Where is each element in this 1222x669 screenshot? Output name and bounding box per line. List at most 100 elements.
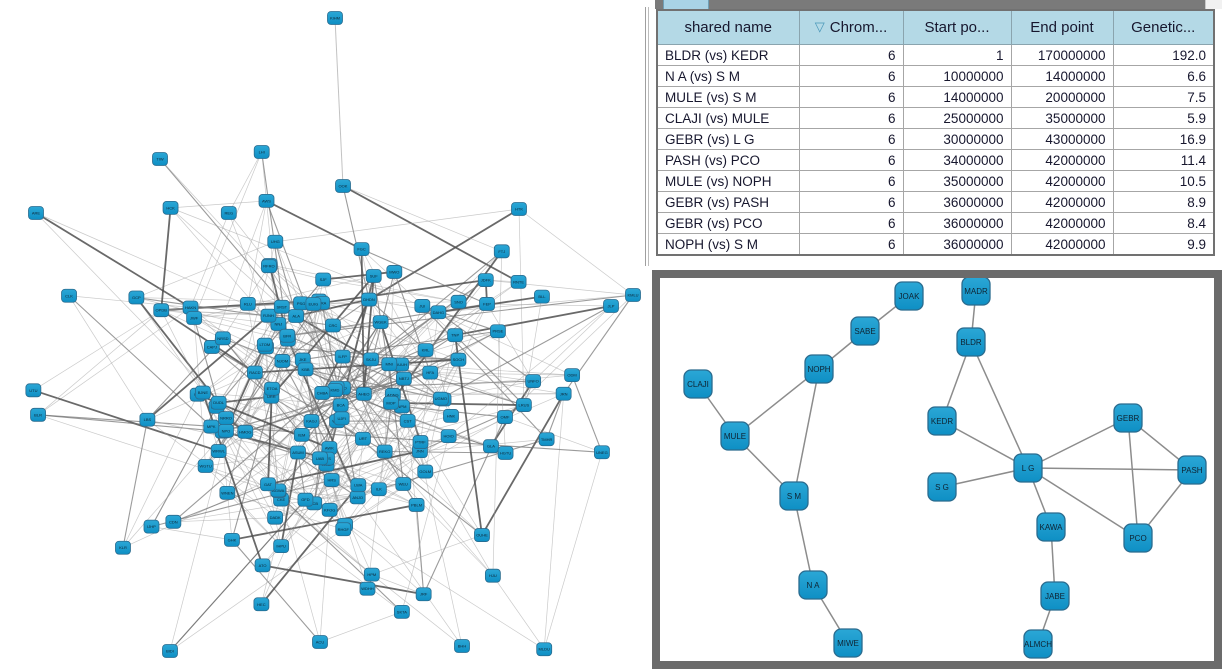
table-row[interactable]: GEBR (vs) L G 6 30000000 43000000 16.9: [656, 128, 1215, 150]
table-cell[interactable]: 42000000: [1010, 212, 1114, 234]
table-cell[interactable]: GEBR (vs) PASH: [656, 191, 800, 213]
graph-edge[interactable]: [218, 450, 373, 575]
graph-node[interactable]: DUDL: [210, 395, 227, 410]
graph-node[interactable]: BLL: [534, 289, 550, 304]
graph-edge[interactable]: [136, 297, 204, 393]
table-row[interactable]: N A (vs) S M 6 10000000 14000000 6.6: [656, 65, 1215, 87]
graph-edge[interactable]: [321, 279, 486, 304]
graph-edge[interactable]: [321, 325, 334, 393]
table-cell[interactable]: 6: [798, 212, 904, 234]
graph-edge[interactable]: [202, 392, 364, 440]
graph-node[interactable]: KFOG: [321, 502, 338, 517]
graph-node[interactable]: CST: [399, 413, 416, 428]
graph-node[interactable]: REKO: [376, 444, 393, 459]
graph-node[interactable]: HNK: [443, 408, 459, 423]
table-cell[interactable]: 6: [798, 170, 904, 192]
graph-node[interactable]: IHPU: [273, 539, 290, 554]
graph-edge[interactable]: [518, 208, 634, 296]
table-row[interactable]: MULE (vs) NOPH 6 35000000 42000000 10.5: [656, 170, 1215, 192]
graph-node[interactable]: LRUS: [515, 398, 532, 412]
table-row[interactable]: GEBR (vs) PCO 6 36000000 42000000 8.4: [656, 212, 1215, 234]
graph-node[interactable]: REG: [220, 206, 237, 220]
table-cell[interactable]: 42000000: [1010, 149, 1114, 171]
graph-edge[interactable]: [321, 302, 456, 336]
table-cell[interactable]: 6.6: [1112, 65, 1215, 87]
table-cell[interactable]: 11.4: [1112, 149, 1215, 171]
graph-edge[interactable]: [38, 414, 223, 433]
graph-node[interactable]: WNEN: [219, 486, 236, 500]
graph-edge[interactable]: [173, 483, 269, 523]
graph-node[interactable]: CHBA: [314, 386, 331, 400]
graph-edge[interactable]: [136, 241, 276, 298]
graph-node[interactable]: JWF: [186, 311, 203, 325]
subnetwork-edge[interactable]: [1027, 417, 1129, 469]
graph-edge[interactable]: [68, 295, 148, 420]
graph-node[interactable]: GOLM: [417, 464, 434, 479]
graph-node[interactable]: NRSD: [214, 331, 231, 346]
graph-edge[interactable]: [357, 359, 372, 486]
graph-node[interactable]: ARE: [28, 206, 44, 220]
graph-node[interactable]: KBB: [297, 362, 314, 377]
graph-node[interactable]: HTK: [511, 202, 527, 216]
graph-node[interactable]: AWS: [258, 194, 275, 208]
graph-edge[interactable]: [231, 539, 321, 643]
graph-edge[interactable]: [37, 309, 162, 416]
graph-edge[interactable]: [485, 279, 634, 296]
graph-node[interactable]: OMF: [497, 410, 513, 424]
table-cell[interactable]: 5.9: [1112, 107, 1215, 129]
graph-edge[interactable]: [313, 303, 323, 393]
graph-edge[interactable]: [268, 265, 334, 326]
graph-edge[interactable]: [422, 305, 573, 376]
graph-edge[interactable]: [222, 337, 303, 436]
graph-node[interactable]: BHH: [454, 639, 470, 653]
graph-edge[interactable]: [322, 279, 344, 357]
graph-node[interactable]: CDN: [165, 514, 182, 529]
graph-edge[interactable]: [170, 200, 267, 209]
graph-edge[interactable]: [161, 309, 269, 317]
graph-node[interactable]: DHDN: [361, 292, 377, 307]
graph-edge[interactable]: [228, 151, 263, 214]
table-cell[interactable]: 10000000: [902, 65, 1012, 87]
graph-node[interactable]: GCP: [128, 290, 145, 305]
subnetwork-node[interactable]: KEDR: [927, 406, 957, 436]
graph-node[interactable]: ANJO: [349, 490, 366, 505]
graph-edge[interactable]: [454, 335, 483, 536]
table-cell[interactable]: 36000000: [902, 191, 1012, 213]
column-header[interactable]: Genetic...: [1112, 9, 1215, 45]
graph-node[interactable]: RJNH: [260, 308, 277, 323]
graph-edge[interactable]: [454, 305, 612, 337]
graph-node[interactable]: JLP: [603, 299, 619, 313]
graph-edge[interactable]: [497, 331, 506, 454]
table-row[interactable]: MULE (vs) S M 6 14000000 20000000 7.5: [656, 86, 1215, 108]
graph-node[interactable]: PTRF: [412, 435, 429, 449]
graph-edge[interactable]: [37, 307, 191, 416]
graph-edge[interactable]: [159, 158, 421, 443]
graph-node[interactable]: IEM: [293, 427, 310, 442]
subnetwork-node[interactable]: ALMCH: [1023, 629, 1053, 659]
graph-edge[interactable]: [313, 301, 459, 305]
graph-node[interactable]: GFD: [297, 492, 314, 507]
table-cell[interactable]: 6: [798, 128, 904, 150]
graph-node[interactable]: FTJ: [493, 244, 510, 259]
subnetwork-edge[interactable]: [1027, 467, 1139, 539]
graph-edge[interactable]: [504, 294, 634, 418]
graph-edge[interactable]: [261, 452, 299, 605]
graph-node[interactable]: OOK: [335, 179, 351, 193]
graph-node[interactable]: UNEG: [594, 445, 610, 460]
graph-edge[interactable]: [151, 526, 233, 541]
subnetwork-node[interactable]: PASH: [1177, 455, 1207, 485]
graph-node[interactable]: NRRO: [218, 411, 234, 425]
graph-edge[interactable]: [222, 431, 282, 547]
graph-edge[interactable]: [227, 418, 342, 494]
table-row[interactable]: CLAJI (vs) MULE 6 25000000 35000000 5.9: [656, 107, 1215, 129]
graph-edge[interactable]: [173, 517, 276, 523]
graph-edge[interactable]: [361, 248, 488, 305]
subnetwork-node[interactable]: S M: [779, 481, 809, 511]
subnetwork-edge[interactable]: [1127, 417, 1139, 539]
graph-node[interactable]: OPDB: [153, 303, 170, 318]
graph-node[interactable]: BJNE: [194, 385, 211, 400]
graph-node[interactable]: MNI: [381, 357, 398, 372]
graph-node[interactable]: SKJU: [363, 352, 379, 367]
graph-edge[interactable]: [384, 451, 494, 576]
column-header[interactable]: ▽ Chrom...: [798, 9, 904, 45]
